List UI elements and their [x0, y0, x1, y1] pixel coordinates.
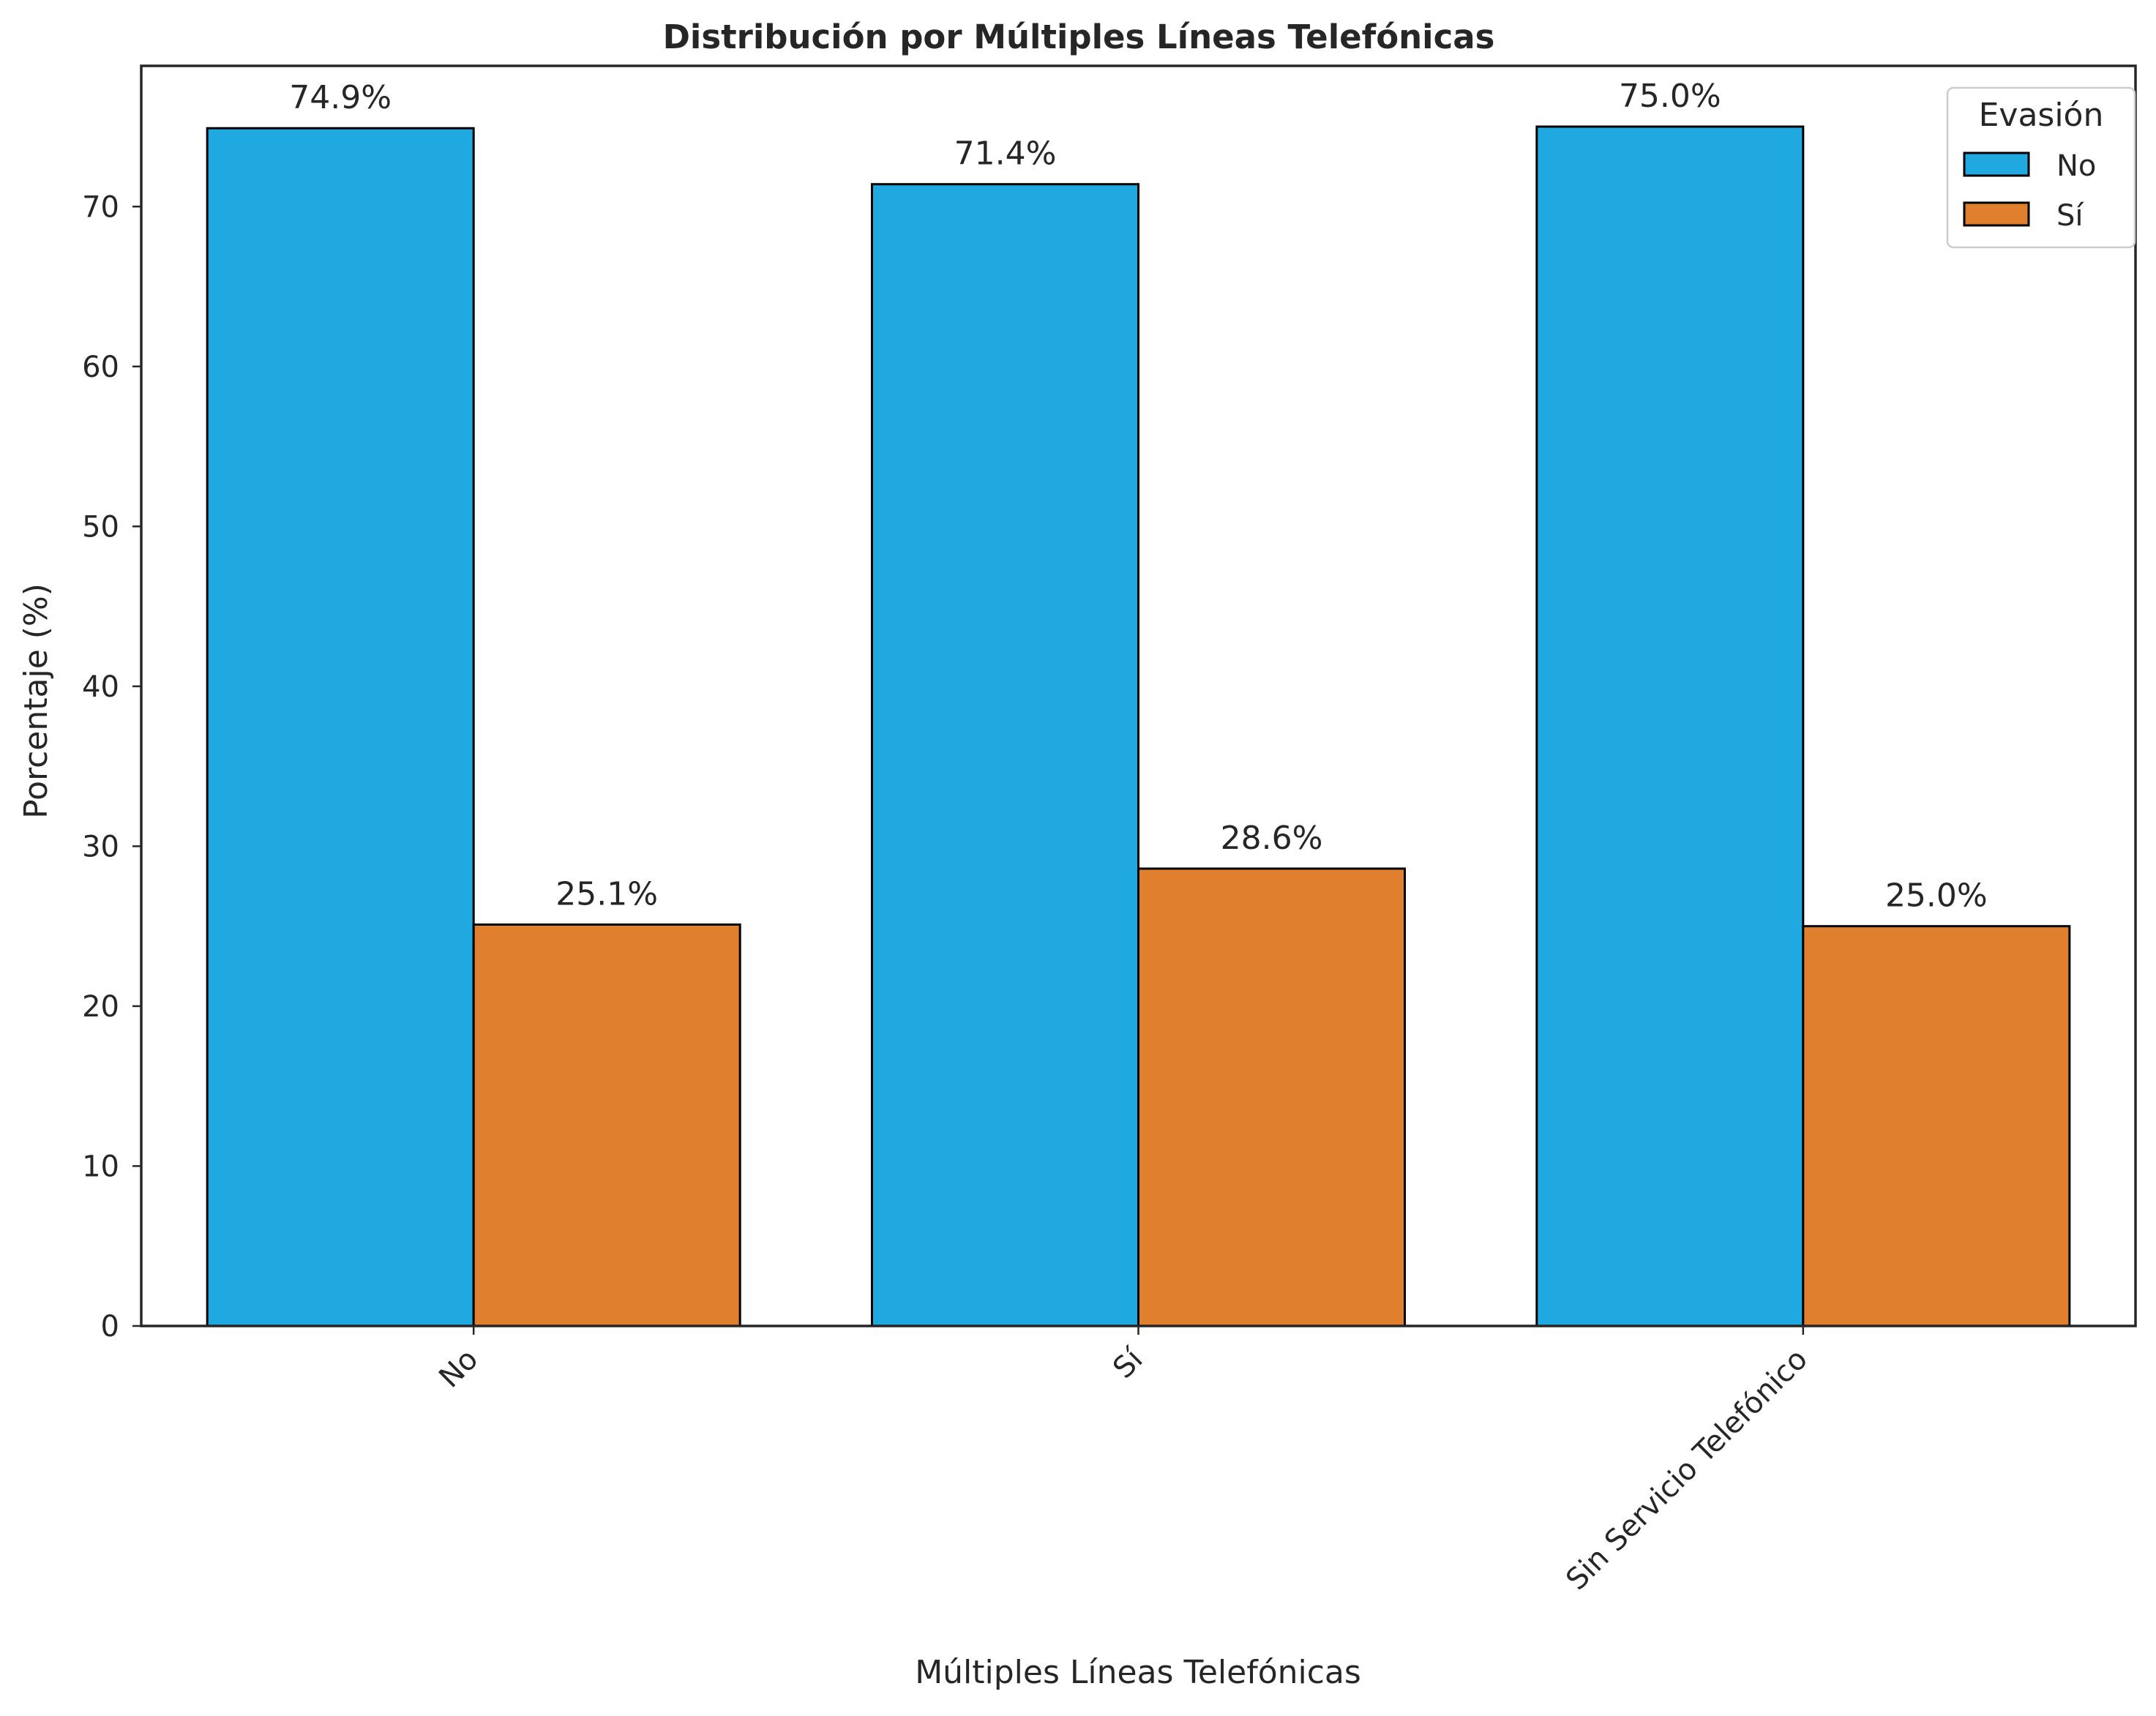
- bar-value-label: 25.0%: [1885, 877, 1988, 915]
- y-tick-label: 30: [82, 830, 119, 863]
- y-tick-label: 60: [82, 351, 119, 384]
- axes-frame: [140, 64, 2137, 1327]
- legend-label-no: No: [2056, 149, 2096, 183]
- y-tick-label: 50: [82, 510, 119, 544]
- chart-title: Distribución por Múltiples Líneas Telefó…: [663, 18, 1495, 56]
- bar-value-label: 75.0%: [1619, 78, 1721, 115]
- y-tick-label: 70: [82, 190, 119, 224]
- legend: Evasión No Sí: [1946, 86, 2136, 249]
- bar-value-label: 25.1%: [555, 875, 658, 913]
- legend-swatch-si: [1963, 201, 2030, 227]
- bar-no-2: [1535, 125, 1805, 1327]
- y-tick-label: 40: [82, 670, 119, 704]
- y-tick-label: 20: [82, 990, 119, 1024]
- bar-value-label: 28.6%: [1221, 820, 1323, 857]
- y-axis-title: Porcentaje (%): [18, 583, 55, 819]
- plot-area: 74.9% 71.4% 75.0% 25.1% 28.6% 25.0% 0 10 20 30 40 5…: [82, 64, 2137, 1597]
- bar-no-0: [206, 127, 475, 1327]
- bar-value-label: 71.4%: [954, 135, 1057, 173]
- bar-si-2: [1802, 925, 2071, 1327]
- legend-label-si: Sí: [2056, 199, 2084, 233]
- y-tick-label: 10: [82, 1150, 119, 1183]
- bar-value-label: 74.9%: [289, 79, 392, 116]
- bar-no-1: [871, 183, 1139, 1327]
- bar-si-1: [1137, 867, 1406, 1327]
- bar-si-0: [472, 923, 741, 1327]
- y-tick-label: 0: [101, 1310, 119, 1344]
- legend-title: Evasión: [1979, 97, 2104, 134]
- x-axis-title: Múltiples Líneas Telefónicas: [915, 1654, 1361, 1691]
- legend-swatch-no: [1963, 151, 2030, 177]
